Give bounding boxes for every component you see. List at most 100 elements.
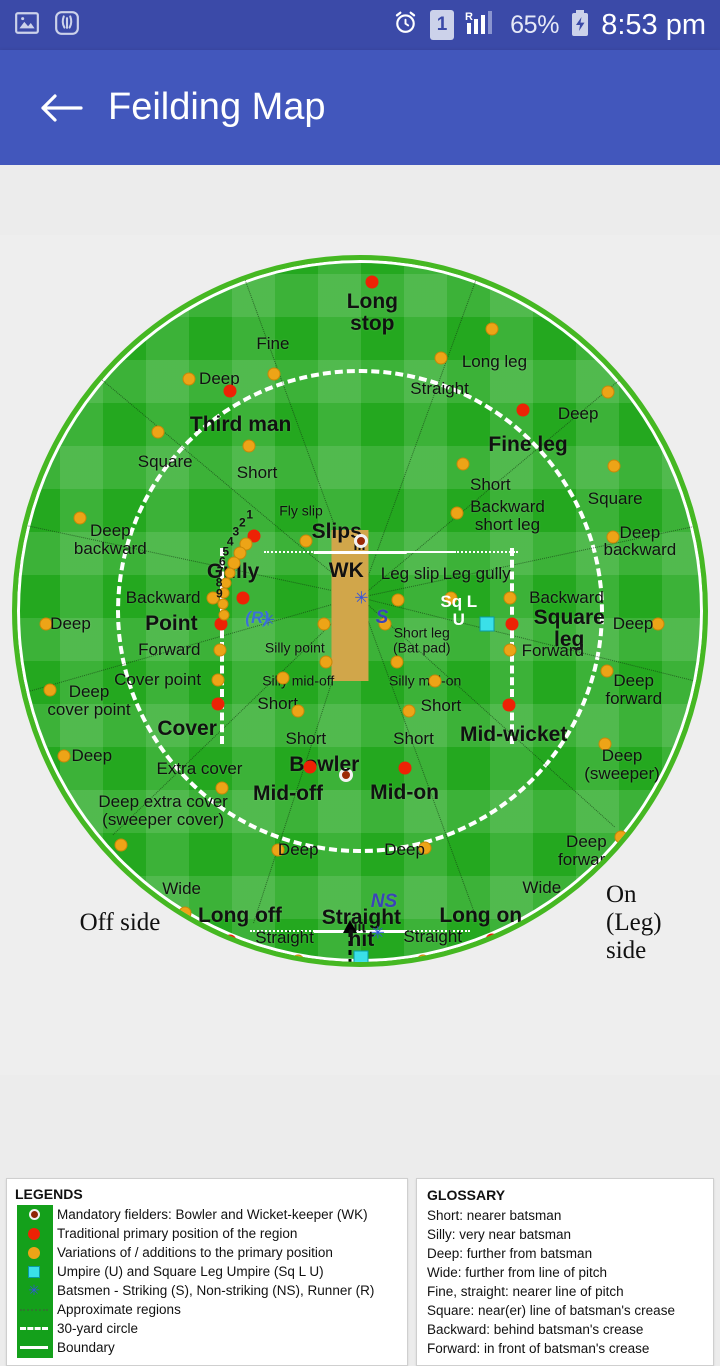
fielder-dot-deep-backward-point bbox=[73, 511, 87, 525]
signal-roaming-icon: R bbox=[465, 9, 499, 41]
fielder-dot-deep-backward-sq-leg bbox=[606, 530, 620, 544]
red-dot-icon bbox=[15, 1227, 53, 1240]
glossary-list: Short: nearer batsman Silly: very near ba… bbox=[427, 1206, 703, 1358]
fielder-dot-short-fine-leg bbox=[456, 457, 470, 471]
fielder-dot-silly-mid-on bbox=[390, 655, 404, 669]
glossary-row-1: Silly: very near batsman bbox=[427, 1227, 572, 1242]
thirty-yard-circle bbox=[116, 368, 604, 854]
legend-label: Umpire (U) and Square Leg Umpire (Sq L U… bbox=[57, 1264, 324, 1279]
square-leg-umpire-marker bbox=[479, 616, 495, 632]
fielder-dot-deep-square-leg bbox=[651, 617, 665, 631]
fielder-dot-wide-long-off bbox=[178, 906, 192, 920]
status-bar-left-icons bbox=[14, 10, 80, 41]
svg-text:R: R bbox=[465, 11, 473, 23]
fielder-dot-long-on bbox=[485, 933, 499, 947]
glossary-row-2: Deep: further from batsman bbox=[427, 1246, 593, 1261]
back-button[interactable] bbox=[26, 73, 96, 143]
legend-label: Approximate regions bbox=[57, 1302, 181, 1317]
region-divider-2 bbox=[360, 525, 696, 598]
fielder-dot-short-third bbox=[242, 439, 256, 453]
fielder-dot-deep-point bbox=[39, 617, 53, 631]
back-arrow-icon bbox=[41, 93, 83, 122]
content-area: Long stop Fine Long leg Straight Deep Deep Thi… bbox=[0, 165, 720, 1366]
fielder-dot-mid-wicket bbox=[502, 698, 516, 712]
slip-dot-9 bbox=[218, 609, 229, 621]
square-line-top-right bbox=[394, 551, 518, 554]
slip-dot-6 bbox=[220, 577, 232, 589]
region-divider-4 bbox=[359, 596, 615, 828]
legend-label: Variations of / additions to the primary… bbox=[57, 1245, 333, 1260]
region-divider-5 bbox=[359, 596, 478, 920]
status-bar: 1 R 65% 8:53 pm bbox=[0, 0, 720, 50]
battery-charging-icon bbox=[570, 9, 590, 42]
app-badge-icon bbox=[54, 10, 80, 41]
fielder-dot-leg-gully bbox=[444, 591, 458, 605]
fielder-dot-cover-point bbox=[211, 673, 225, 687]
legend-row-2: Variations of / additions to the primary… bbox=[15, 1243, 399, 1262]
legend-row-1: Traditional primary position of the regi… bbox=[15, 1224, 399, 1243]
glossary-row-6: Backward: behind batsman's crease bbox=[427, 1322, 644, 1337]
glossary-panel: GLOSSARY Short: nearer batsman Silly: ver… bbox=[416, 1178, 714, 1366]
fielder-dot-short-mid-off-2 bbox=[291, 704, 305, 718]
fielder-dot-gully bbox=[236, 591, 250, 605]
image-icon bbox=[14, 10, 40, 41]
stumps-bottom bbox=[354, 924, 366, 932]
fielder-dot-short-mid-off bbox=[276, 671, 290, 685]
fielder-dot-backward-sq-leg bbox=[503, 591, 517, 605]
fielder-dot-straight-long-off bbox=[291, 954, 305, 962]
fielder-dot-fine-leg bbox=[516, 403, 530, 417]
fielder-dot-cover bbox=[211, 697, 225, 711]
fielder-dot-deep-cover bbox=[57, 749, 71, 763]
legend-row-6: 30-yard circle bbox=[15, 1319, 399, 1338]
fielder-dot-straight-leg bbox=[434, 351, 448, 365]
legend-label: Boundary bbox=[57, 1340, 115, 1355]
battery-percent-label: 65% bbox=[510, 10, 560, 39]
glossary-row-5: Square: near(er) line of batsman's creas… bbox=[427, 1303, 675, 1318]
off-side-label: Off side bbox=[79, 909, 161, 936]
legend-row-7: Boundary bbox=[15, 1338, 399, 1357]
fielding-map-image[interactable]: Long stop Fine Long leg Straight Deep Deep Thi… bbox=[0, 235, 720, 1075]
fielder-dot-square-leg bbox=[505, 617, 519, 631]
fielder-dot-forward-point bbox=[213, 643, 227, 657]
fielder-dot-deep-third-man bbox=[182, 372, 195, 386]
fielder-dot-backward-point bbox=[206, 591, 219, 605]
pitch bbox=[331, 530, 369, 682]
fielder-dot-silly-point bbox=[317, 617, 331, 631]
page-title: Feilding Map bbox=[108, 86, 326, 128]
fielder-dot-long-stop bbox=[365, 275, 379, 289]
fielder-dot-deep-mid-off bbox=[271, 843, 285, 857]
region-divider-3 bbox=[359, 596, 693, 681]
umpire-marker bbox=[353, 950, 369, 962]
fielder-dot-short-mid-on-2 bbox=[402, 704, 416, 718]
cricket-field-wrap: Long stop Fine Long leg Straight Deep Deep Thi… bbox=[12, 255, 708, 967]
legend-label: Mandatory fielders: Bowler and Wicket-ke… bbox=[57, 1207, 368, 1222]
region-divider-0 bbox=[360, 274, 479, 598]
dotted-line-icon bbox=[15, 1308, 53, 1311]
solid-line-icon bbox=[15, 1346, 53, 1349]
fielder-dot-fly-slip bbox=[299, 534, 313, 548]
fielder-dot-deep-extra-cover bbox=[114, 838, 128, 852]
legends-list: Mandatory fielders: Bowler and Wicket-ke… bbox=[15, 1205, 399, 1358]
fielder-dot-wide-long-on bbox=[559, 901, 573, 915]
fielder-dot-deep-backward-sq-2 bbox=[600, 664, 614, 678]
fielder-dot-wicket-keeper bbox=[354, 533, 369, 548]
fielder-dot-deep-fine-leg bbox=[601, 385, 615, 399]
glossary-row-4: Fine, straight: nearer line of pitch bbox=[427, 1284, 624, 1299]
fielder-dot-leg-slip bbox=[391, 593, 405, 607]
fielder-dot-deep-cover-point bbox=[43, 683, 57, 697]
bowler-runup-arrow bbox=[343, 919, 358, 962]
fielder-dot-short-mid-on bbox=[428, 674, 442, 688]
alarm-icon bbox=[392, 9, 419, 41]
fielder-dot-mid-on bbox=[398, 761, 412, 775]
cricket-field-boundary: Long stop Fine Long leg Straight Deep Deep Thi… bbox=[12, 255, 708, 967]
cyan-square-icon bbox=[15, 1265, 53, 1278]
clock-label: 8:53 pm bbox=[601, 8, 706, 41]
status-bar-right-icons: 1 R 65% 8:53 pm bbox=[392, 9, 706, 42]
app-bar: Feilding Map bbox=[0, 50, 720, 165]
runner-marker: ✳ bbox=[260, 610, 276, 630]
fielder-dot-deep-mid-on bbox=[418, 841, 432, 855]
slip-dot-7 bbox=[218, 587, 230, 599]
fielder-dot-backward-short-leg bbox=[450, 506, 464, 520]
legend-label: 30-yard circle bbox=[57, 1321, 139, 1336]
legend-row-3: Umpire (U) and Square Leg Umpire (Sq L U… bbox=[15, 1262, 399, 1281]
